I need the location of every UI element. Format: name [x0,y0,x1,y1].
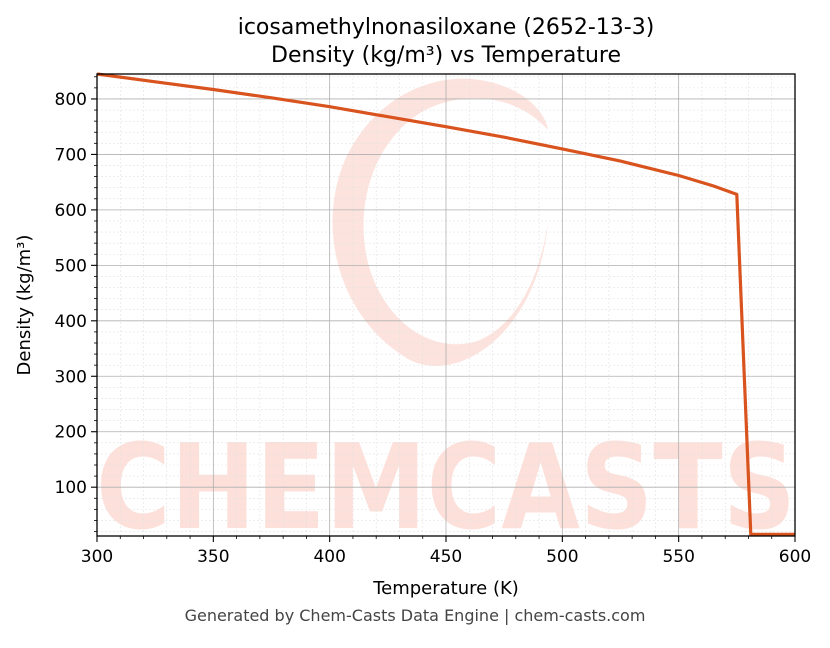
footer-credit: Generated by Chem-Casts Data Engine | ch… [184,606,646,625]
x-tick-label: 450 [430,547,462,567]
series-layer [96,72,795,536]
y-tick-label: 800 [55,90,87,110]
x-axis: 300 350 400 450 500 550 600 [81,536,811,567]
y-axis-label: Density (kg/m³) [14,235,35,376]
watermark-swirl [332,78,548,366]
y-tick-label: 500 [55,256,87,276]
x-axis-label: Temperature (K) [372,578,519,599]
chart-title-line2: Density (kg/m³) vs Temperature [271,43,621,68]
x-tick-label: 550 [662,547,694,567]
y-tick-label: 700 [55,145,87,165]
x-tick-label: 400 [313,547,345,567]
x-tick-label: 350 [197,547,229,567]
y-axis: 100 200 300 400 500 600 700 800 [55,76,97,532]
x-tick-label: 300 [81,547,113,567]
y-tick-label: 100 [55,478,87,498]
y-tick-label: 300 [55,367,87,387]
x-tick-label: 600 [779,547,811,567]
y-tick-label: 200 [55,423,87,443]
chart-title-line1: icosamethylnonasiloxane (2652-13-3) [238,15,655,40]
series-line-0 [96,72,795,536]
y-tick-label: 400 [55,312,87,332]
x-tick-label: 500 [546,547,578,567]
y-tick-label: 600 [55,201,87,221]
